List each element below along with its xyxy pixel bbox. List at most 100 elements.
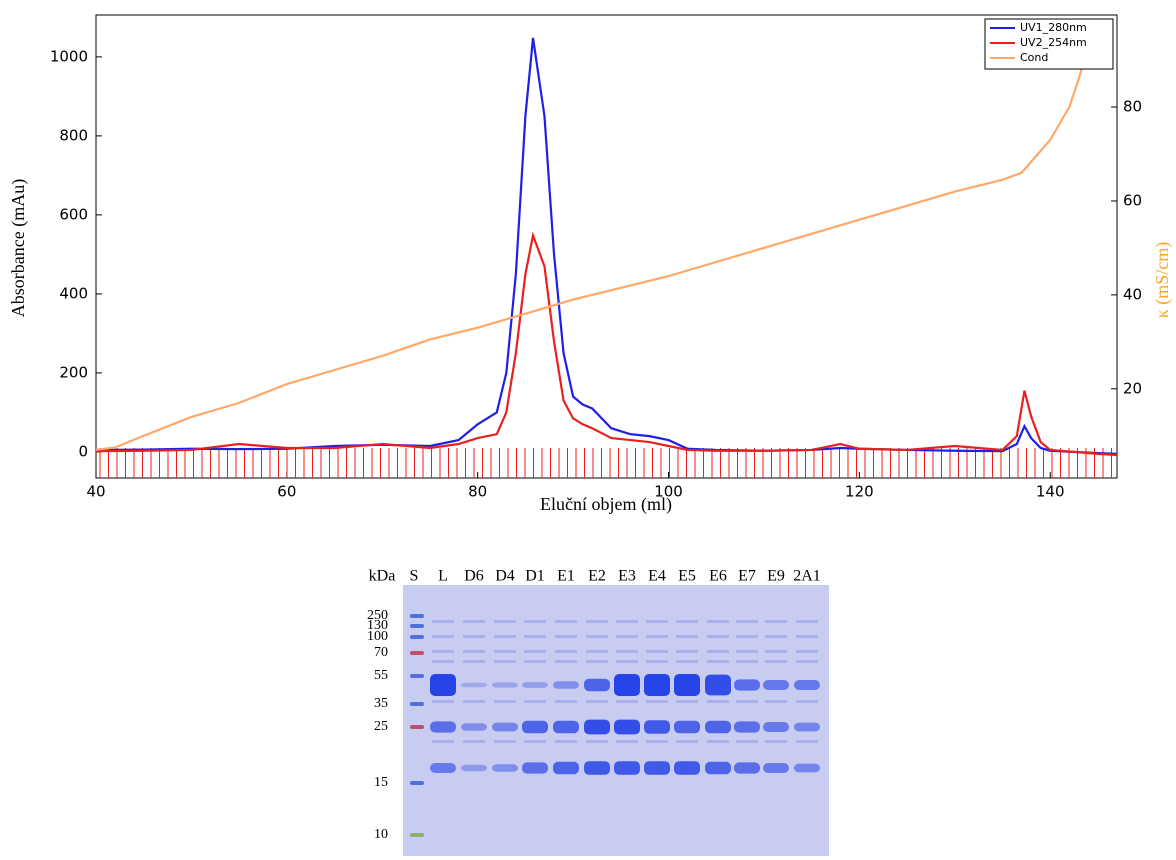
faint-band — [646, 635, 668, 638]
lane-label: E5 — [678, 568, 696, 585]
faint-band — [524, 620, 546, 623]
faint-band — [736, 650, 758, 653]
faint-band — [616, 620, 638, 623]
faint-band — [524, 635, 546, 638]
legend-label: Cond — [1020, 51, 1048, 64]
faint-band — [796, 740, 818, 743]
lane-label: 2A1 — [793, 568, 821, 585]
gel-band — [674, 674, 700, 696]
y2-tick-label: 20 — [1123, 379, 1142, 397]
faint-band — [524, 740, 546, 743]
faint-band — [736, 620, 758, 623]
y2-tick-label: 80 — [1123, 98, 1142, 116]
faint-band — [494, 635, 516, 638]
lane-label: S — [410, 568, 419, 585]
faint-band — [494, 700, 516, 703]
faint-band — [555, 660, 577, 663]
gel-band — [763, 722, 789, 732]
faint-band — [586, 650, 608, 653]
gel-band — [553, 681, 579, 689]
faint-band — [765, 660, 787, 663]
faint-band — [555, 700, 577, 703]
faint-band — [555, 635, 577, 638]
faint-band — [432, 660, 454, 663]
y-tick-label: 400 — [59, 284, 88, 302]
gel-band — [584, 761, 610, 775]
gel-band — [794, 723, 820, 732]
faint-band — [765, 635, 787, 638]
ladder-band — [410, 725, 424, 729]
faint-band — [736, 700, 758, 703]
faint-band — [707, 700, 729, 703]
faint-band — [463, 650, 485, 653]
plot-frame — [96, 15, 1117, 478]
gel-band — [614, 761, 640, 775]
lane-label: D4 — [495, 568, 515, 585]
faint-band — [463, 635, 485, 638]
gel-band — [674, 721, 700, 733]
faint-band — [765, 700, 787, 703]
y-tick-label: 600 — [59, 205, 88, 223]
lane-label: E1 — [557, 568, 575, 585]
faint-band — [707, 740, 729, 743]
faint-band — [646, 660, 668, 663]
lane-label: D1 — [525, 568, 545, 585]
legend-label: UV1_280nm — [1020, 21, 1087, 34]
gel-band — [614, 674, 640, 696]
x-tick-label: 140 — [1036, 483, 1065, 501]
page: Eluční objem (ml) Absorbance (mAu) κ (mS… — [0, 0, 1176, 856]
gel-band — [794, 680, 820, 690]
gel-band — [461, 723, 487, 731]
faint-band — [463, 700, 485, 703]
ladder-band — [410, 635, 424, 639]
faint-band — [765, 740, 787, 743]
gel-band — [492, 723, 518, 732]
ladder-band — [410, 833, 424, 837]
faint-band — [463, 660, 485, 663]
y-tick-label: 0 — [78, 442, 88, 460]
x-tick-label: 40 — [86, 483, 105, 501]
gel-band — [763, 763, 789, 773]
gel-band — [461, 765, 487, 771]
faint-band — [463, 620, 485, 623]
faint-band — [432, 650, 454, 653]
lane-label: D6 — [464, 568, 484, 585]
faint-band — [586, 635, 608, 638]
marker-label: 35 — [374, 696, 388, 711]
faint-band — [736, 635, 758, 638]
gel-band — [614, 720, 640, 735]
gel-band — [763, 680, 789, 690]
marker-label: 25 — [374, 719, 388, 734]
faint-band — [616, 650, 638, 653]
gel-band — [492, 764, 518, 772]
ladder-band — [410, 651, 424, 655]
y-axis-label: Absorbance (mAu) — [8, 179, 29, 317]
faint-band — [586, 620, 608, 623]
faint-band — [676, 700, 698, 703]
faint-band — [796, 620, 818, 623]
x-tick-label: 120 — [845, 483, 874, 501]
y-tick-label: 1000 — [50, 47, 88, 65]
x-tick-label: 100 — [654, 483, 683, 501]
lane-label: E9 — [767, 568, 785, 585]
faint-band — [646, 700, 668, 703]
faint-band — [432, 620, 454, 623]
faint-band — [616, 660, 638, 663]
ladder-band — [410, 702, 424, 706]
faint-band — [707, 635, 729, 638]
ladder-band — [410, 781, 424, 785]
marker-label: 10 — [374, 827, 388, 842]
faint-band — [494, 650, 516, 653]
x-tick-label: 60 — [277, 483, 296, 501]
faint-band — [616, 740, 638, 743]
faint-band — [765, 650, 787, 653]
faint-band — [494, 740, 516, 743]
faint-band — [736, 660, 758, 663]
gel-unit: kDa — [369, 568, 396, 585]
faint-band — [432, 635, 454, 638]
marker-label: 100 — [367, 629, 388, 644]
marker-label: 55 — [374, 668, 388, 683]
faint-band — [494, 620, 516, 623]
marker-label: 15 — [374, 775, 388, 790]
ladder-band — [410, 624, 424, 628]
